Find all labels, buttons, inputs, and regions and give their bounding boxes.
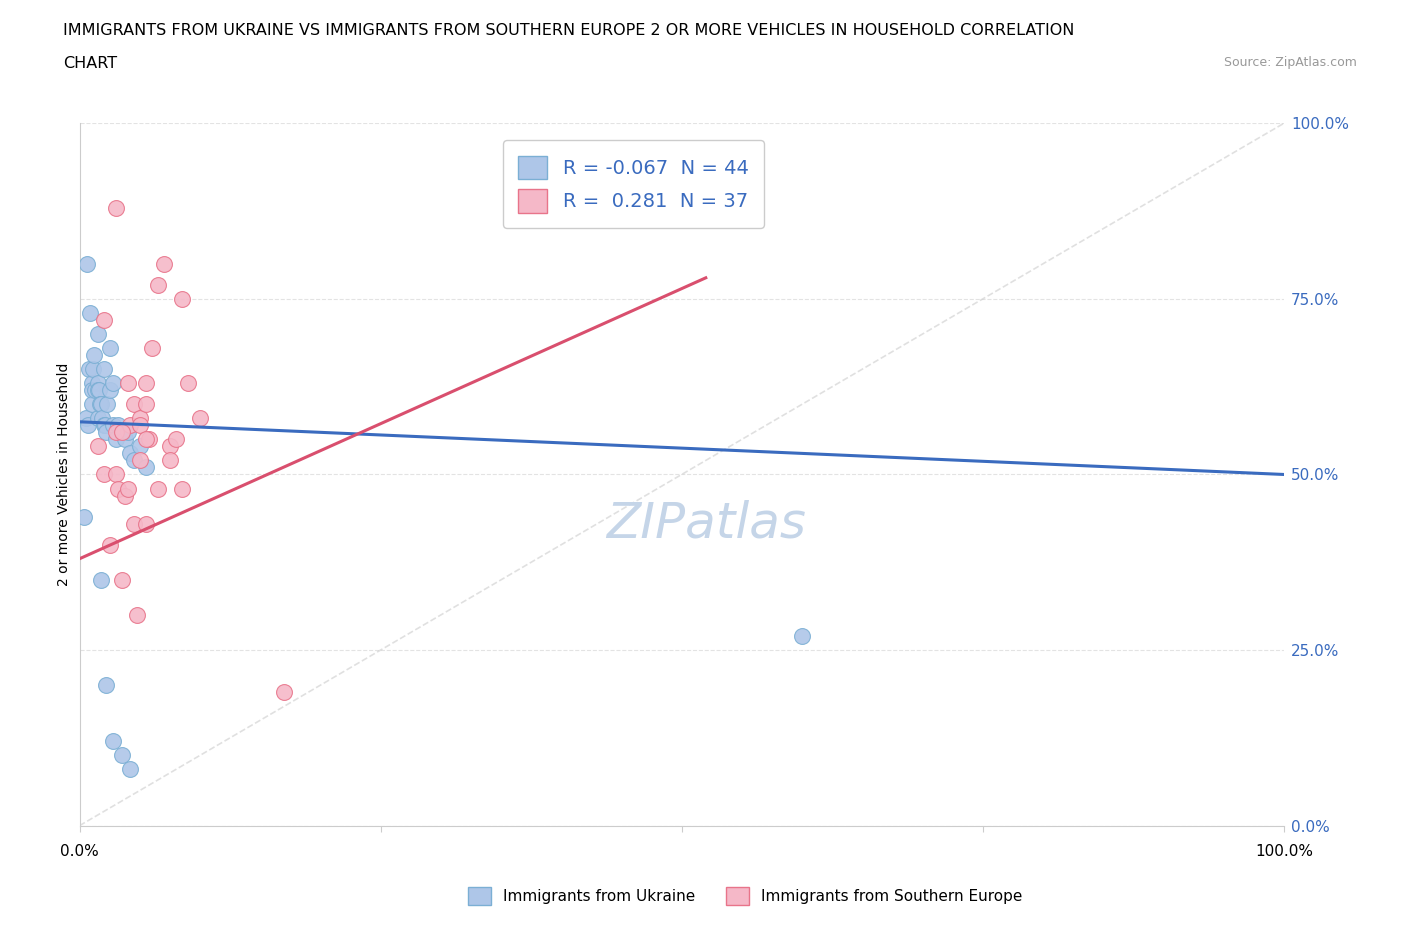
Point	[159, 453, 181, 468]
Point	[93, 362, 115, 377]
Point	[93, 312, 115, 327]
Point	[107, 481, 129, 496]
Point	[122, 516, 145, 531]
Legend: Immigrants from Ukraine, Immigrants from Southern Europe: Immigrants from Ukraine, Immigrants from…	[460, 879, 1031, 913]
Point	[117, 376, 139, 391]
Point	[80, 397, 103, 412]
Point	[73, 509, 96, 524]
Point	[135, 397, 157, 412]
Point	[792, 629, 814, 644]
Text: 100.0%: 100.0%	[1256, 844, 1313, 859]
Point	[76, 257, 98, 272]
Point	[91, 411, 114, 426]
Point	[98, 340, 121, 355]
Point	[107, 418, 129, 432]
Point	[127, 607, 149, 622]
Point	[103, 376, 125, 391]
Point	[104, 432, 127, 446]
Point	[141, 340, 163, 355]
Y-axis label: 2 or more Vehicles in Household: 2 or more Vehicles in Household	[58, 363, 72, 586]
Point	[77, 418, 100, 432]
Point	[86, 411, 108, 426]
Point	[135, 516, 157, 531]
Point	[80, 376, 103, 391]
Text: IMMIGRANTS FROM UKRAINE VS IMMIGRANTS FROM SOUTHERN EUROPE 2 OR MORE VEHICLES IN: IMMIGRANTS FROM UKRAINE VS IMMIGRANTS FR…	[63, 23, 1074, 38]
Point	[98, 383, 121, 398]
Point	[79, 305, 101, 320]
Point	[117, 425, 139, 440]
Point	[90, 397, 112, 412]
Point	[86, 326, 108, 341]
Point	[89, 397, 111, 412]
Point	[135, 460, 157, 475]
Point	[93, 467, 115, 482]
Point	[146, 481, 169, 496]
Point	[114, 432, 136, 446]
Point	[86, 439, 108, 454]
Point	[146, 277, 169, 292]
Point	[87, 383, 110, 398]
Point	[188, 411, 211, 426]
Point	[128, 418, 150, 432]
Point	[83, 348, 105, 363]
Text: 0.0%: 0.0%	[60, 844, 98, 859]
Point	[135, 376, 157, 391]
Point	[94, 678, 117, 693]
Point	[165, 432, 187, 446]
Point	[128, 411, 150, 426]
Point	[138, 432, 160, 446]
Point	[94, 418, 117, 432]
Point	[122, 453, 145, 468]
Point	[170, 291, 193, 306]
Point	[103, 734, 125, 749]
Point	[128, 439, 150, 454]
Point	[117, 481, 139, 496]
Point	[77, 362, 100, 377]
Point	[111, 425, 134, 440]
Point	[111, 748, 134, 763]
Point	[90, 572, 112, 587]
Point	[114, 488, 136, 503]
Point	[84, 383, 107, 398]
Point	[103, 418, 125, 432]
Point	[122, 397, 145, 412]
Point	[120, 418, 142, 432]
Point	[170, 481, 193, 496]
Text: Source: ZipAtlas.com: Source: ZipAtlas.com	[1223, 56, 1357, 69]
Point	[111, 425, 134, 440]
Point	[93, 418, 115, 432]
Point	[86, 383, 108, 398]
Point	[177, 376, 200, 391]
Point	[80, 383, 103, 398]
Point	[135, 432, 157, 446]
Point	[104, 425, 127, 440]
Point	[104, 467, 127, 482]
Point	[128, 453, 150, 468]
Point	[159, 439, 181, 454]
Point	[120, 446, 142, 461]
Point	[94, 425, 117, 440]
Point	[96, 397, 118, 412]
Point	[273, 684, 295, 699]
Point	[75, 411, 97, 426]
Legend: R = -0.067  N = 44, R =  0.281  N = 37: R = -0.067 N = 44, R = 0.281 N = 37	[503, 140, 765, 229]
Point	[82, 362, 104, 377]
Point	[111, 572, 134, 587]
Point	[98, 538, 121, 552]
Text: CHART: CHART	[63, 56, 117, 71]
Point	[153, 257, 176, 272]
Point	[120, 762, 142, 777]
Point	[104, 200, 127, 215]
Point	[86, 376, 108, 391]
Text: ZIPatlas: ZIPatlas	[606, 499, 806, 548]
